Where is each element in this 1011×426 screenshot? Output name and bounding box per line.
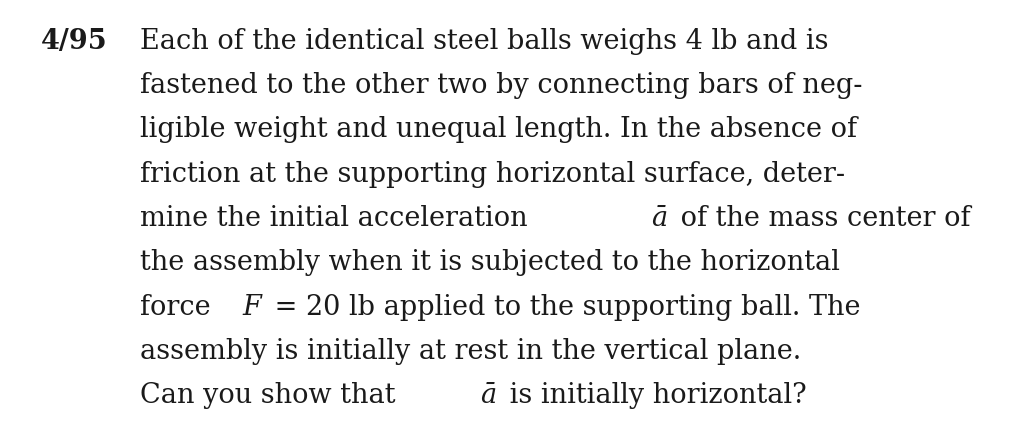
Text: = 20 lb applied to the supporting ball. The: = 20 lb applied to the supporting ball. … <box>266 294 860 320</box>
Text: the assembly when it is subjected to the horizontal: the assembly when it is subjected to the… <box>140 249 839 276</box>
Text: ā: ā <box>480 382 496 409</box>
Text: mine the initial acceleration: mine the initial acceleration <box>140 205 536 232</box>
Text: force: force <box>140 294 218 320</box>
Text: Each of the identical steel balls weighs 4 lb and is: Each of the identical steel balls weighs… <box>140 28 827 55</box>
Text: friction at the supporting horizontal surface, deter-: friction at the supporting horizontal su… <box>140 161 844 187</box>
Text: 4/95: 4/95 <box>40 28 107 55</box>
Text: Can you show that: Can you show that <box>140 382 403 409</box>
Text: fastened to the other two by connecting bars of neg-: fastened to the other two by connecting … <box>140 72 861 99</box>
Text: ā: ā <box>650 205 666 232</box>
Text: of the mass center of: of the mass center of <box>671 205 970 232</box>
Text: ligible weight and unequal length. In the absence of: ligible weight and unequal length. In th… <box>140 116 855 143</box>
Text: assembly is initially at rest in the vertical plane.: assembly is initially at rest in the ver… <box>140 338 800 365</box>
Text: is initially horizontal?: is initially horizontal? <box>500 382 806 409</box>
Text: F: F <box>242 294 261 320</box>
